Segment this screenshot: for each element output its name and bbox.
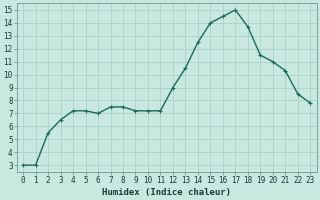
X-axis label: Humidex (Indice chaleur): Humidex (Indice chaleur) — [102, 188, 231, 197]
